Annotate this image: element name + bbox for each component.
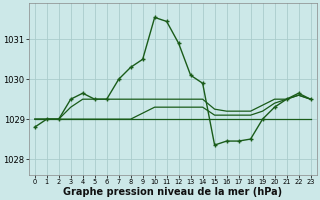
X-axis label: Graphe pression niveau de la mer (hPa): Graphe pression niveau de la mer (hPa) [63, 187, 282, 197]
